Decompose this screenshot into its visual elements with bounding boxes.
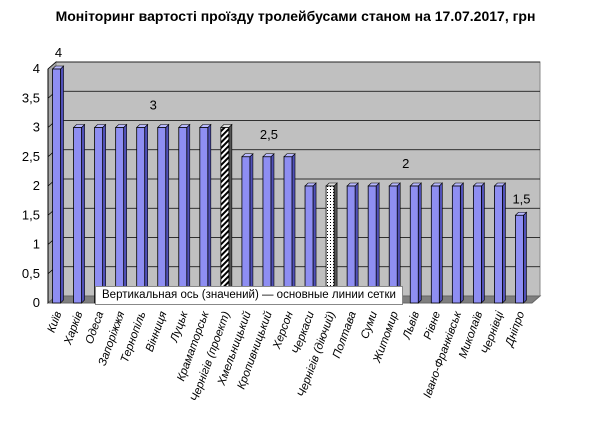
x-category-label: Вінниця bbox=[144, 310, 170, 354]
y-tick-label: 2 bbox=[33, 178, 40, 193]
x-category-label: Київ bbox=[46, 310, 65, 335]
bar bbox=[199, 123, 212, 304]
bar bbox=[157, 123, 170, 304]
bar-front bbox=[451, 185, 461, 304]
bar-side bbox=[333, 182, 338, 304]
bar-side bbox=[249, 153, 254, 304]
bar bbox=[367, 182, 380, 304]
bar-front bbox=[73, 127, 82, 304]
bar bbox=[72, 123, 86, 304]
bar-side bbox=[144, 123, 148, 304]
y-tick-label: 1 bbox=[33, 237, 40, 252]
bar-front bbox=[262, 156, 272, 304]
bar-side bbox=[375, 182, 380, 304]
x-category-label: Рівне bbox=[422, 310, 443, 341]
bar-front bbox=[220, 127, 230, 304]
x-category-label: Дніпро bbox=[503, 309, 528, 349]
bar-front bbox=[515, 214, 524, 304]
gridline-tooltip: Вертикальная ось (значений) — основные л… bbox=[95, 286, 403, 305]
bar-side bbox=[186, 123, 191, 304]
bar bbox=[93, 123, 107, 304]
x-category-label: Львів bbox=[401, 310, 422, 342]
x-category-label: Суми bbox=[359, 309, 380, 340]
bar-side bbox=[460, 182, 464, 304]
bar-front bbox=[52, 68, 61, 304]
bar-front bbox=[136, 127, 146, 304]
bar-front bbox=[199, 127, 209, 304]
bar bbox=[388, 182, 401, 304]
bar-front bbox=[94, 127, 104, 304]
bar-front bbox=[494, 185, 503, 304]
bar bbox=[178, 123, 191, 304]
value-annotation: 4 bbox=[55, 45, 62, 60]
bar-side bbox=[81, 123, 85, 304]
bar-side bbox=[60, 65, 64, 304]
bar bbox=[220, 123, 233, 304]
bar-side bbox=[396, 182, 401, 304]
gridline bbox=[47, 61, 540, 70]
bar bbox=[135, 123, 149, 304]
bar bbox=[409, 182, 422, 304]
bar bbox=[325, 182, 338, 304]
bar-side bbox=[123, 123, 127, 304]
bar bbox=[346, 182, 359, 304]
bar bbox=[283, 153, 296, 304]
y-tick-label: 0 bbox=[33, 295, 40, 310]
bar bbox=[472, 182, 486, 304]
bar bbox=[493, 182, 507, 304]
x-category-label: Харків bbox=[62, 310, 85, 347]
x-category-label: Одеса bbox=[84, 310, 107, 346]
value-annotation: 3 bbox=[150, 98, 157, 113]
bar bbox=[241, 153, 254, 304]
bar-side bbox=[502, 182, 506, 304]
bar-front bbox=[157, 127, 167, 304]
bar-side bbox=[312, 182, 317, 304]
bar-side bbox=[354, 182, 359, 304]
bar-side bbox=[270, 153, 275, 304]
bar-front bbox=[472, 185, 482, 304]
bar-side bbox=[207, 123, 212, 304]
bar-side bbox=[165, 123, 170, 304]
y-tick-label: 1,5 bbox=[22, 207, 40, 222]
chart-title: Моніторинг вартості проїзду тролейбусами… bbox=[55, 8, 536, 24]
bar bbox=[451, 182, 465, 304]
bar-side bbox=[417, 182, 422, 304]
bar-front bbox=[430, 185, 440, 304]
bar-side bbox=[102, 123, 106, 304]
bar-front bbox=[178, 127, 188, 304]
y-tick-label: 0,5 bbox=[22, 266, 40, 281]
y-tick-label: 3 bbox=[33, 120, 40, 135]
bar-side bbox=[439, 182, 443, 304]
value-annotation: 1,5 bbox=[512, 191, 530, 206]
bar bbox=[51, 65, 65, 304]
bar-side bbox=[523, 211, 527, 304]
value-annotation: 2,5 bbox=[260, 127, 278, 142]
bar-side bbox=[228, 123, 233, 304]
bar bbox=[304, 182, 317, 304]
bar bbox=[430, 182, 444, 304]
y-tick-label: 4 bbox=[33, 61, 40, 76]
bar-side bbox=[481, 182, 485, 304]
y-tick-label: 3,5 bbox=[22, 90, 40, 105]
bar bbox=[514, 211, 528, 304]
bar-front bbox=[115, 127, 125, 304]
bar bbox=[114, 123, 128, 304]
bar bbox=[262, 153, 275, 304]
bar-front bbox=[241, 156, 251, 304]
y-tick-label: 2,5 bbox=[22, 149, 40, 164]
x-category-label: Луцьк bbox=[168, 309, 191, 344]
bar-front bbox=[409, 185, 419, 304]
value-annotation: 2 bbox=[402, 156, 409, 171]
bar-side bbox=[291, 153, 296, 304]
bar-front bbox=[283, 156, 293, 304]
